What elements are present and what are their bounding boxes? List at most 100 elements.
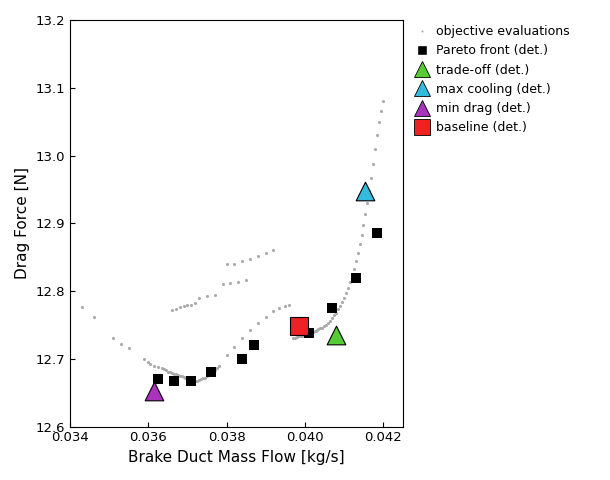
X-axis label: Brake Duct Mass Flow [kg/s]: Brake Duct Mass Flow [kg/s] [128, 450, 345, 465]
Point [218, 280, 228, 288]
Point [182, 301, 192, 309]
Point [304, 329, 314, 337]
Point [229, 260, 239, 268]
Point [182, 374, 192, 382]
Point [368, 160, 378, 168]
Point [241, 276, 251, 284]
Point [190, 300, 200, 307]
Point [314, 325, 323, 333]
Point [375, 118, 384, 125]
Point [306, 328, 315, 336]
Point [274, 304, 284, 312]
Point [321, 321, 331, 329]
Point [297, 332, 307, 340]
Point [304, 329, 314, 337]
Point [298, 331, 307, 339]
Point [167, 369, 177, 377]
Point [347, 272, 357, 279]
Point [171, 371, 181, 378]
Point [159, 365, 169, 373]
Point [351, 274, 361, 281]
Point [307, 328, 317, 336]
Point [311, 327, 321, 335]
Point [331, 331, 341, 339]
Point [202, 372, 212, 380]
Point [190, 377, 200, 384]
Point [288, 335, 298, 342]
Point [245, 255, 255, 263]
Point [281, 302, 290, 310]
Point [210, 291, 220, 299]
Point [108, 335, 118, 342]
Point [333, 305, 343, 313]
Point [143, 359, 153, 366]
Point [173, 371, 182, 379]
Point [167, 306, 177, 314]
Point [196, 375, 206, 383]
Point [245, 326, 255, 334]
Point [253, 319, 263, 327]
Point [116, 340, 126, 348]
Point [361, 187, 370, 194]
Point [145, 360, 155, 367]
Point [171, 305, 181, 312]
Point [261, 249, 271, 257]
Point [301, 331, 310, 338]
Point [200, 374, 210, 382]
Point [294, 323, 304, 330]
Point [353, 249, 362, 257]
Point [237, 335, 247, 342]
Point [310, 327, 320, 335]
Point [323, 319, 333, 327]
Point [343, 284, 353, 291]
Point [296, 332, 306, 340]
Point [124, 344, 134, 352]
Point [229, 343, 239, 350]
Point [226, 279, 235, 287]
Point [188, 377, 198, 384]
Point [149, 387, 159, 395]
Legend: objective evaluations, Pareto front (det.), trade-off (det.), max cooling (det.): objective evaluations, Pareto front (det… [409, 20, 574, 139]
Point [165, 369, 174, 376]
Point [309, 328, 318, 336]
Point [300, 331, 310, 338]
Point [174, 372, 184, 380]
Point [249, 341, 259, 349]
Point [354, 240, 364, 248]
Point [328, 304, 337, 312]
Point [337, 298, 347, 306]
Point [302, 330, 312, 337]
Point [361, 211, 370, 218]
Point [315, 324, 325, 332]
Point [341, 289, 351, 297]
Point [153, 375, 163, 383]
Point [378, 97, 388, 105]
Point [261, 313, 271, 321]
Point [303, 330, 313, 337]
Point [208, 369, 218, 376]
Point [290, 334, 300, 342]
Point [179, 302, 188, 310]
Point [169, 377, 179, 384]
Point [184, 375, 194, 383]
Point [202, 293, 212, 300]
Point [318, 324, 328, 332]
Point [161, 367, 171, 374]
Point [204, 371, 214, 379]
Point [187, 301, 196, 309]
Point [181, 374, 190, 382]
Point [359, 221, 368, 229]
Point [320, 323, 329, 330]
Y-axis label: Drag Force [N]: Drag Force [N] [15, 168, 30, 279]
Point [370, 145, 380, 153]
Point [307, 328, 317, 336]
Point [349, 265, 359, 273]
Point [335, 302, 345, 310]
Point [174, 303, 184, 311]
Point [351, 257, 361, 265]
Point [198, 374, 208, 382]
Point [157, 364, 167, 372]
Point [364, 187, 374, 194]
Point [88, 313, 98, 321]
Point [325, 317, 335, 324]
